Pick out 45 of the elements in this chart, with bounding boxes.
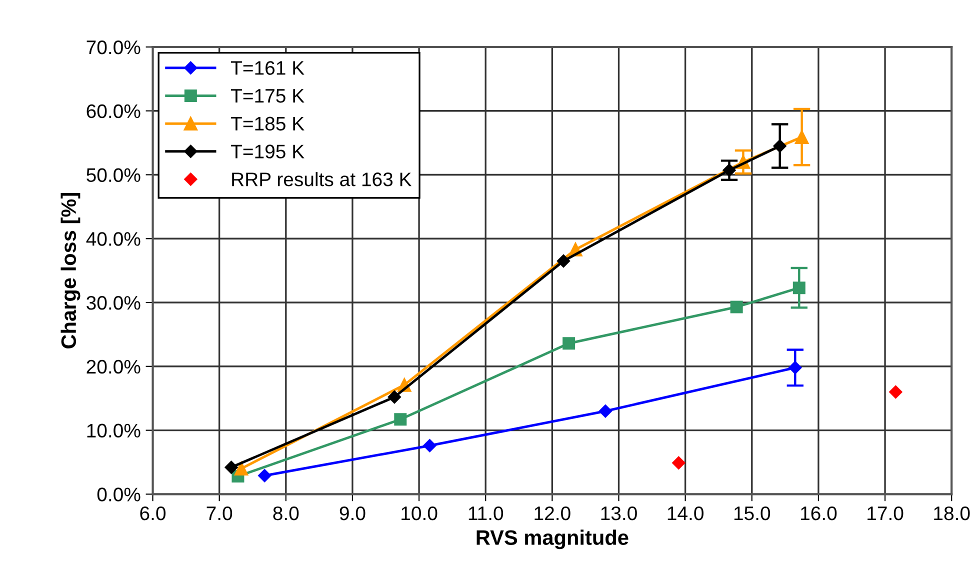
point	[562, 337, 576, 350]
x-tick-label: 12.0	[534, 506, 570, 520]
x-tick-label: 9.0	[340, 506, 366, 520]
x-tick-label: 14.0	[668, 506, 704, 520]
x-tick-label: 7.0	[206, 506, 232, 520]
point	[794, 130, 809, 144]
point	[556, 254, 570, 268]
point	[423, 439, 436, 452]
x-tick-label: 11.0	[468, 506, 504, 520]
legend-label: T=185 K	[230, 116, 304, 131]
y-tick-label: 50.0%	[86, 168, 140, 182]
y-tick-label: 30.0%	[86, 296, 140, 310]
x-tick-label: 8.0	[273, 506, 299, 520]
point	[598, 404, 612, 418]
x-tick-label: 10.0	[402, 506, 438, 520]
point	[234, 462, 248, 476]
y-tick-label: 70.0%	[86, 40, 140, 54]
point	[388, 390, 401, 404]
y-tick-label: 20.0%	[86, 360, 140, 374]
legend-label: T=161 K	[230, 61, 304, 75]
y-axis-title: Charge loss [%]	[60, 193, 80, 348]
x-tick-label: 17.0	[868, 506, 904, 520]
point	[730, 300, 743, 314]
x-tick-label: 13.0	[601, 506, 637, 520]
point	[224, 460, 238, 474]
y-tick-label: 40.0%	[86, 232, 140, 246]
legend-label: T=175 K	[230, 89, 304, 103]
x-tick-label: 18.0	[934, 506, 970, 520]
point	[788, 361, 802, 374]
y-tick-label: 0.0%	[97, 488, 140, 502]
x-axis-title: RVS magnitude	[476, 530, 628, 550]
y-tick-label: 60.0%	[86, 104, 140, 118]
point	[722, 164, 736, 177]
x-tick-label: 6.0	[140, 506, 166, 520]
point	[889, 385, 902, 399]
point	[792, 282, 806, 294]
legend-label: RRP results at 163 K	[232, 172, 412, 186]
x-tick-label: 15.0	[734, 506, 770, 520]
point	[672, 456, 686, 470]
legend-label: T=195 K	[230, 144, 304, 158]
point	[258, 469, 272, 482]
x-tick-label: 16.0	[801, 506, 837, 520]
y-tick-label: 10.0%	[87, 424, 140, 438]
point	[773, 139, 786, 153]
point	[394, 413, 407, 426]
